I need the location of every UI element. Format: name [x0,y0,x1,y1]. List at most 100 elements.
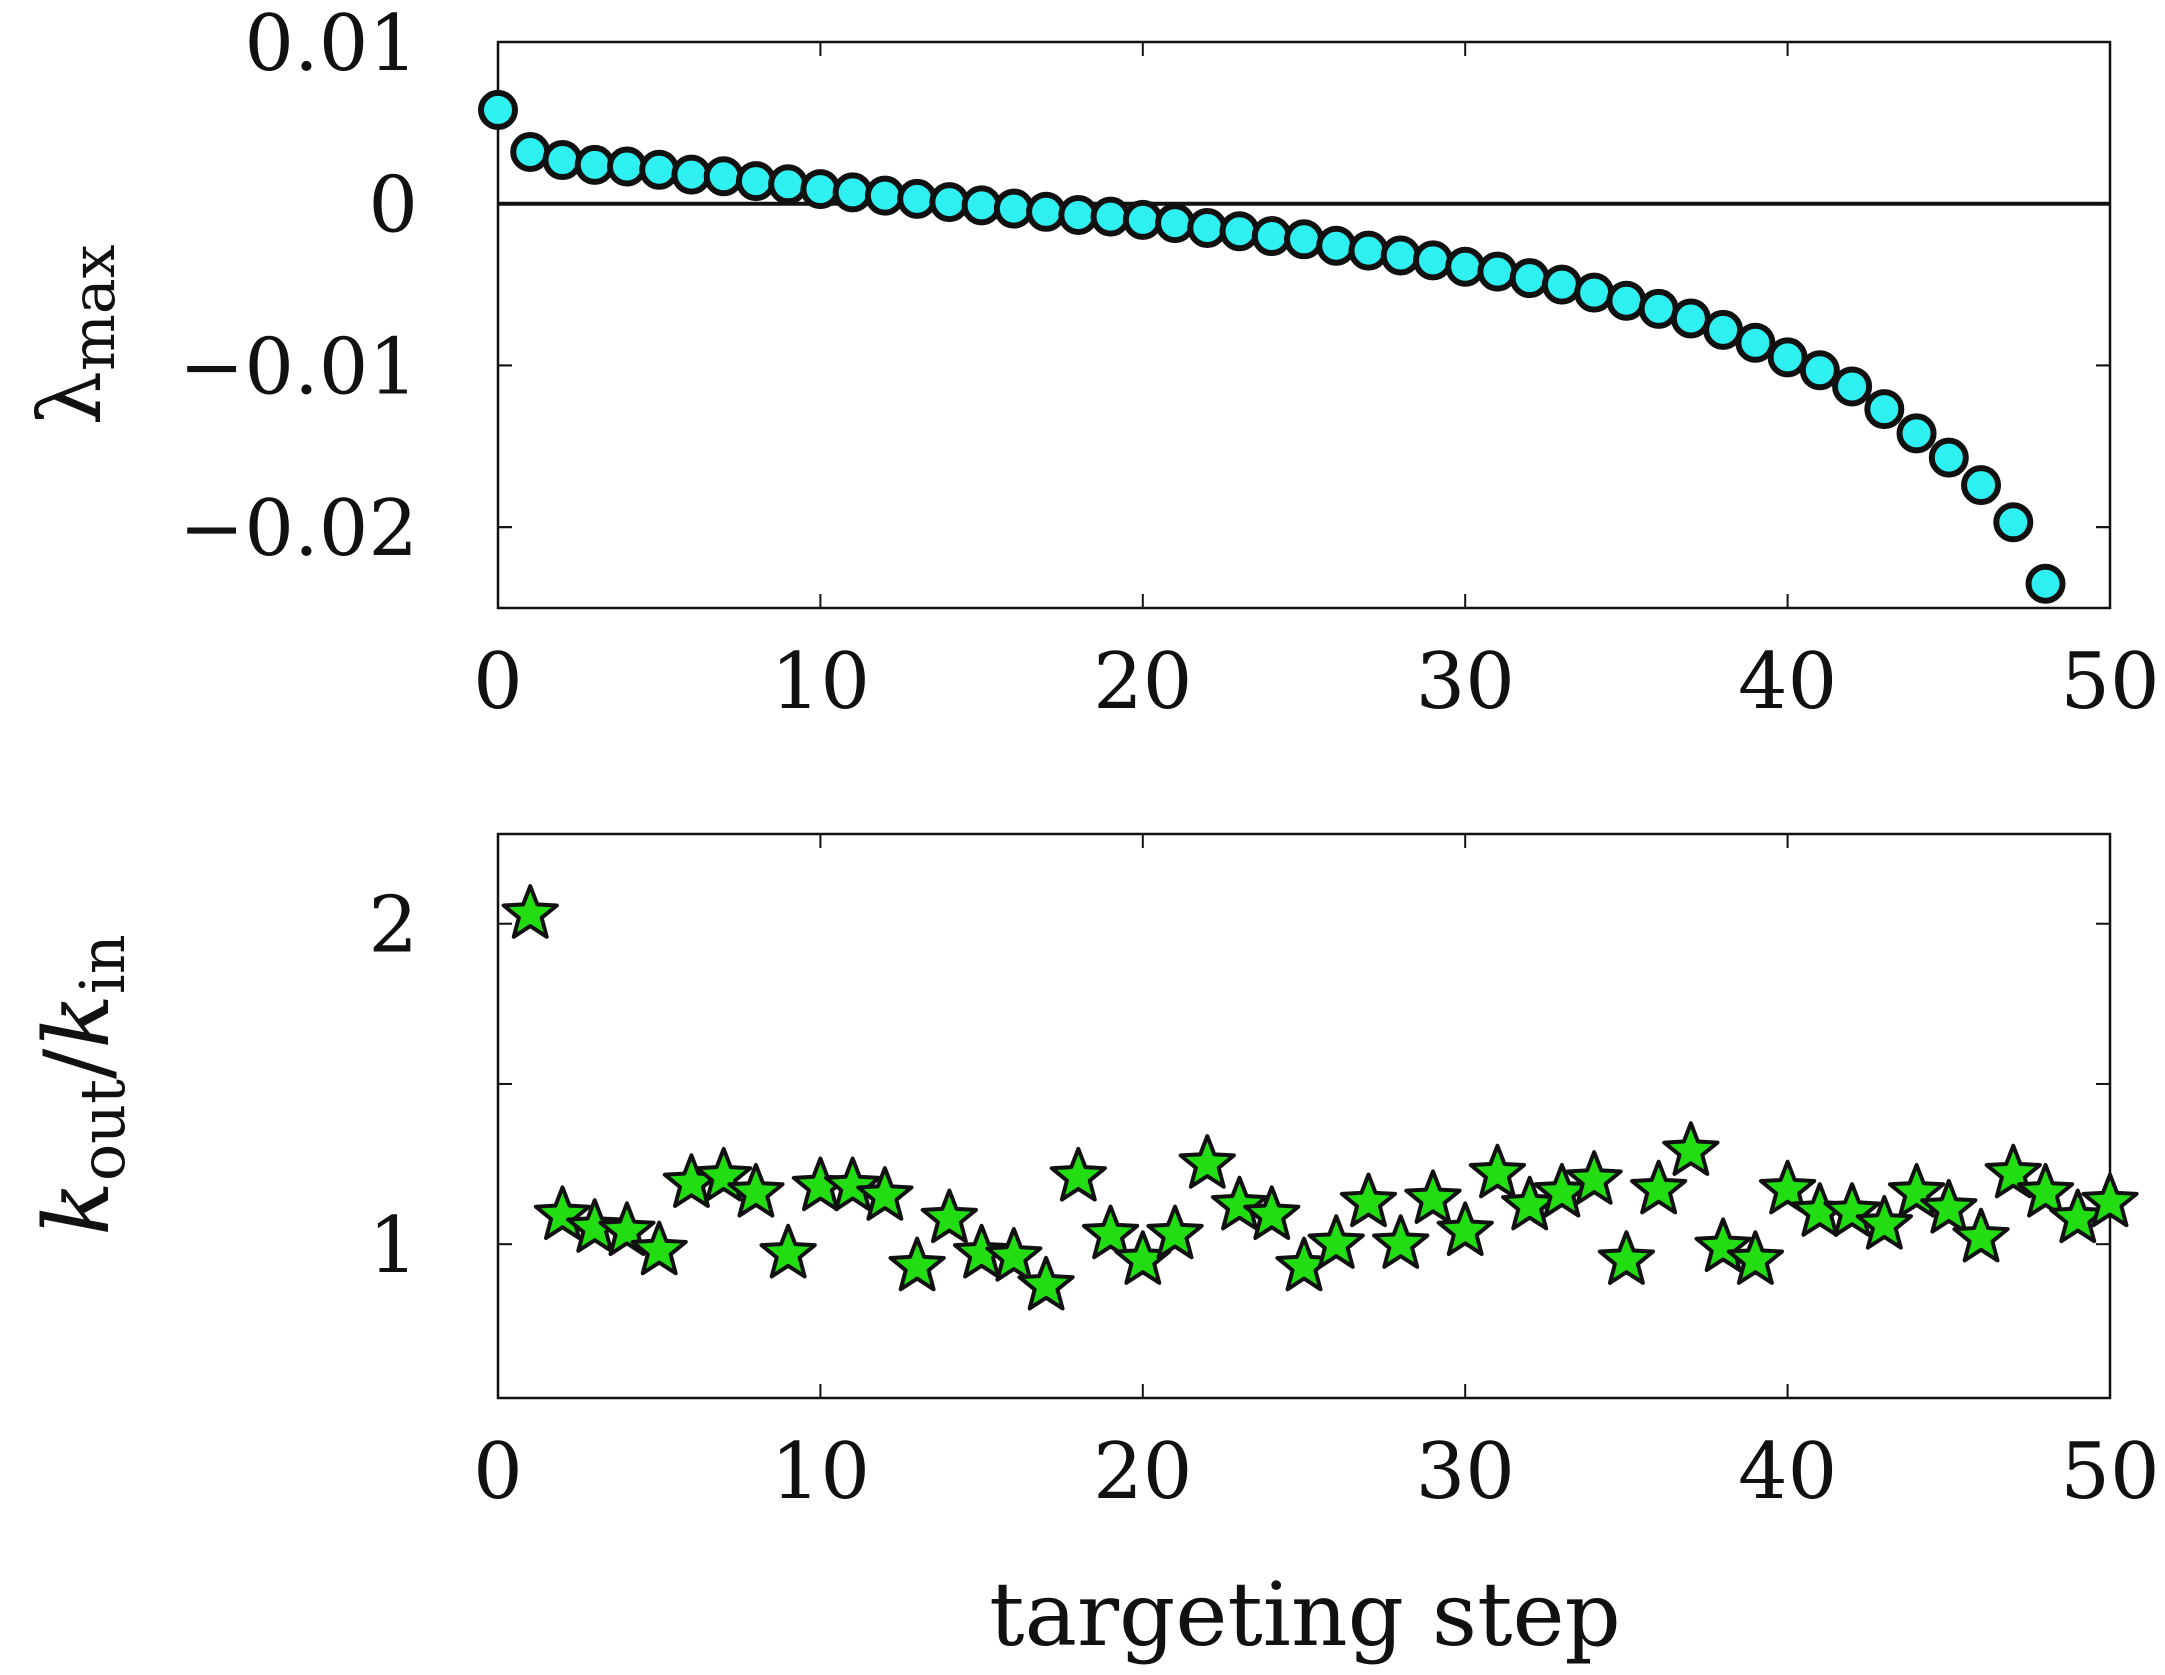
ratio-data-point [1178,1134,1236,1189]
top-data-points [478,89,2066,604]
ratio-data-point [1726,1230,1784,1285]
lambda-data-point [1928,437,1969,478]
ratio-data-point [501,884,559,939]
ratio-data-point [2016,1162,2075,1218]
lambda-data-point [735,161,776,202]
ratio-data-point [1146,1204,1204,1260]
top-xtick-label: 20 [1093,637,1192,727]
bottom-xtick-label: 0 [473,1427,523,1517]
lambda-data-point [1509,258,1550,299]
lambda-data-point [1187,207,1228,248]
lambda-data-point [1026,191,1067,232]
lambda-data-point [1993,502,2034,543]
lambda-data-point [1670,298,1711,339]
top-ylabel: λmax [21,244,129,425]
ratio-data-point [1597,1230,1656,1285]
top-ylabel-lambda: λ [21,371,121,426]
bottom-ylabel-k-out: k [25,1181,130,1236]
ratio-data-point [1630,1159,1688,1215]
lambda-data-point [1445,246,1486,287]
lambda-data-point [832,172,873,213]
bottom-ylabel: kout/kin [25,934,139,1235]
top-ytick-label: −0.01 [179,322,418,412]
top-ticks: 0 10 20 30 40 50 0.01 0 −0.01 −0.02 [179,0,2160,727]
lambda-data-point [800,169,841,210]
lambda-data-point [671,154,712,195]
ratio-data-point [727,1162,785,1218]
lambda-data-point [1284,219,1324,260]
lambda-data-point [1703,309,1744,350]
ratio-data-point [1855,1194,1913,1250]
lambda-data-point [1251,216,1292,257]
lambda-data-point [1058,195,1099,236]
lambda-max-panel: 0 10 20 30 40 50 0.01 0 −0.01 −0.02 λmax [21,0,2160,727]
lambda-data-point [1574,272,1615,313]
lambda-data-point [1832,366,1873,407]
ratio-data-point [1243,1185,1301,1240]
top-ylabel-subscript: max [59,244,129,371]
ratio-data-point [1984,1143,2042,1199]
lambda-data-point [1767,337,1808,378]
bottom-xlabel: targeting step [989,1563,1621,1666]
bottom-xtick-label: 20 [1093,1427,1192,1517]
ratio-data-point [695,1146,753,1202]
top-ytick-label: 0.01 [244,0,418,89]
bottom-ytick-label: 2 [368,881,418,971]
ratio-data-point [824,1156,882,1212]
ratio-data-point [1887,1162,1946,1218]
bottom-plot-frame [496,832,2112,1400]
top-xtick-label: 30 [1416,637,1515,727]
ratio-data-point [1404,1169,1462,1224]
ratio-data-point [1823,1182,1881,1237]
bottom-ticks: 0 10 20 30 40 50 1 2 [368,834,2160,1517]
ratio-data-point [1210,1175,1269,1231]
ratio-data-point [1307,1214,1365,1269]
ratio-data-point [1372,1214,1430,1269]
lambda-data-point [542,140,583,181]
ratio-data-point [1694,1217,1752,1273]
bottom-xtick-label: 50 [2060,1427,2159,1517]
lambda-data-point [1122,199,1163,240]
ratio-data-point [1081,1204,1140,1260]
top-xtick-label: 50 [2060,637,2159,727]
bottom-ylabel-k-in: k [25,994,130,1049]
ratio-data-point [1662,1121,1720,1176]
ratio-data-point [1758,1159,1817,1215]
lambda-data-point [1541,264,1582,305]
top-plot-frame [496,40,2112,610]
ratio-data-point [1952,1207,2010,1263]
lambda-data-point [1412,240,1453,281]
bottom-ytick-label: 1 [368,1201,418,1291]
lambda-data-point [1896,413,1937,454]
ratio-data-point [598,1201,656,1257]
bottom-ylabel-slash: / [25,1048,130,1079]
ratio-data-point [630,1220,688,1276]
lambda-data-point [478,89,518,130]
bottom-xtick-label: 30 [1416,1427,1515,1517]
lambda-data-point [1380,235,1421,276]
ratio-data-point [1339,1172,1398,1228]
lambda-data-point [929,182,970,223]
lambda-data-point [768,164,809,205]
lambda-data-point [1155,203,1196,244]
bottom-ylabel-in-subscript: in [66,934,139,994]
top-ytick-label: −0.02 [179,484,418,574]
lambda-data-point [1090,196,1131,237]
top-xtick-label: 10 [771,637,870,727]
top-xtick-label: 0 [473,637,523,727]
ratio-data-point [759,1223,817,1279]
lambda-data-point [510,131,551,172]
ratio-data-point [952,1223,1011,1279]
lambda-data-point [1606,280,1647,321]
top-xtick-label: 40 [1738,637,1837,727]
lambda-data-point [1316,225,1357,266]
ratio-data-point [566,1198,624,1253]
lambda-data-point [864,175,905,216]
lambda-data-point [897,178,938,219]
lambda-data-point [1864,389,1905,430]
lambda-data-point [1638,288,1679,329]
ratio-data-point [2081,1172,2139,1228]
lambda-data-point [574,144,615,185]
